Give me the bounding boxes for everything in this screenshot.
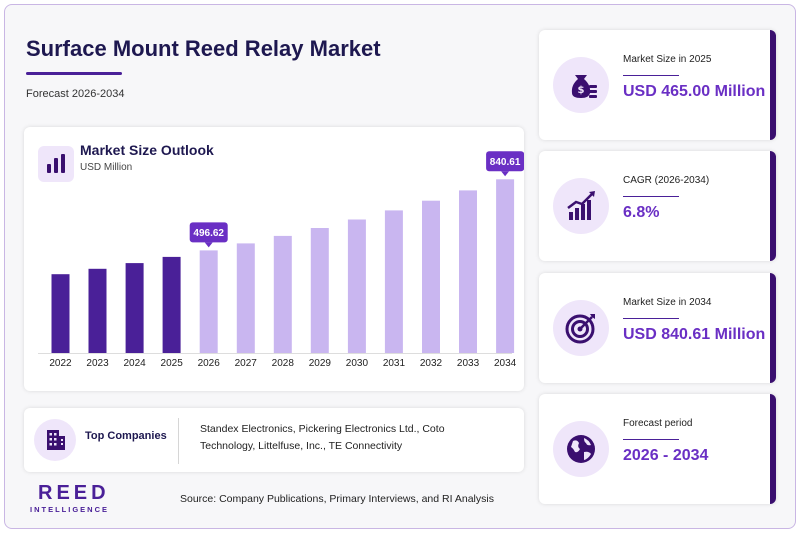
top-companies-label: Top Companies: [85, 430, 167, 442]
bar-chart: 2022 2023 2024 2025 2026 2027 2028 2029 2030 2031…: [38, 151, 524, 369]
target-icon: [553, 300, 609, 356]
kpi-label: Market Size in 2025: [623, 54, 712, 65]
data-label-2026: 496.62: [189, 222, 228, 248]
x-tick-label-2026: 2026: [198, 358, 221, 369]
bar-2031: [384, 210, 403, 353]
top-companies-list: Standex Electronics, Pickering Electroni…: [200, 423, 445, 452]
x-tick-label-2024: 2024: [123, 358, 146, 369]
bar-2024: [125, 263, 144, 353]
x-tick-label-2025: 2025: [161, 358, 184, 369]
source-note: Source: Company Publications, Primary In…: [180, 493, 494, 505]
kpi-value: 6.8%: [623, 204, 660, 221]
kpi-label: Market Size in 2034: [623, 297, 712, 308]
svg-text:840.61: 840.61: [490, 157, 521, 168]
kpi-underline: [623, 318, 679, 319]
page-subtitle: Forecast 2026-2034: [26, 88, 125, 100]
x-tick-label-2030: 2030: [346, 358, 369, 369]
x-tick-label-2029: 2029: [309, 358, 332, 369]
chart-title: Market Size Outlook: [80, 142, 214, 158]
x-tick-label-2028: 2028: [272, 358, 295, 369]
title-underline: [26, 72, 122, 75]
bar-2027: [236, 243, 255, 353]
bar-2023: [88, 268, 107, 353]
intelligence-logo-text: INTELLIGENCE: [30, 505, 110, 514]
bar-chart-icon: [38, 146, 74, 182]
x-tick-label-2031: 2031: [383, 358, 406, 369]
x-tick-label-2033: 2033: [457, 358, 480, 369]
page-title: Surface Mount Reed Relay Market: [26, 36, 381, 61]
growth-chart-icon: [553, 178, 609, 234]
kpi-label: CAGR (2026-2034): [623, 175, 710, 186]
top-companies-card: Top Companies Standex Electronics, Picke…: [24, 408, 524, 472]
kpi-underline: [623, 75, 679, 76]
kpi-underline: [623, 439, 679, 440]
kpi-card-market-size-2034: Market Size in 2034 USD 840.61 Million: [539, 273, 776, 383]
x-tick-label-2023: 2023: [86, 358, 109, 369]
kpi-value: USD 840.61 Million: [623, 326, 766, 343]
data-label-2034: 840.61: [486, 151, 524, 177]
kpi-card-market-size-2025: $ Market Size in 2025 USD 465.00 Million: [539, 30, 776, 140]
svg-text:$: $: [578, 85, 585, 96]
kpi-value: USD 465.00 Million: [623, 83, 766, 100]
companies-divider: [178, 418, 179, 464]
bar-2022: [51, 274, 70, 353]
x-tick-label-2034: 2034: [494, 358, 517, 369]
chart-unit: USD Million: [80, 162, 133, 173]
kpi-value: 2026 - 2034: [623, 447, 709, 464]
reed-logo: REED: [38, 482, 110, 504]
kpi-card-forecast-period: Forecast period 2026 - 2034: [539, 394, 776, 504]
market-size-chart-card: Market Size Outlook USD Million 2022 2023…: [24, 127, 524, 391]
kpi-underline: [623, 196, 679, 197]
globe-icon: [553, 421, 609, 477]
x-tick-label-2027: 2027: [235, 358, 258, 369]
money-bag-icon: $: [553, 57, 609, 113]
x-tick-label-2022: 2022: [49, 358, 72, 369]
bar-2032: [422, 200, 440, 353]
bar-2029: [310, 228, 329, 353]
bar-2033: [459, 190, 477, 353]
kpi-label: Forecast period: [623, 418, 693, 429]
bar-2030: [347, 219, 366, 353]
x-tick-label-2032: 2032: [420, 358, 443, 369]
bar-2028: [273, 235, 292, 353]
bar-2025: [162, 256, 181, 353]
building-icon: [34, 419, 76, 461]
kpi-card-cagr: CAGR (2026-2034) 6.8%: [539, 151, 776, 261]
bar-2034: [496, 179, 515, 353]
bar-2026: [199, 250, 218, 353]
svg-text:496.62: 496.62: [193, 228, 224, 239]
